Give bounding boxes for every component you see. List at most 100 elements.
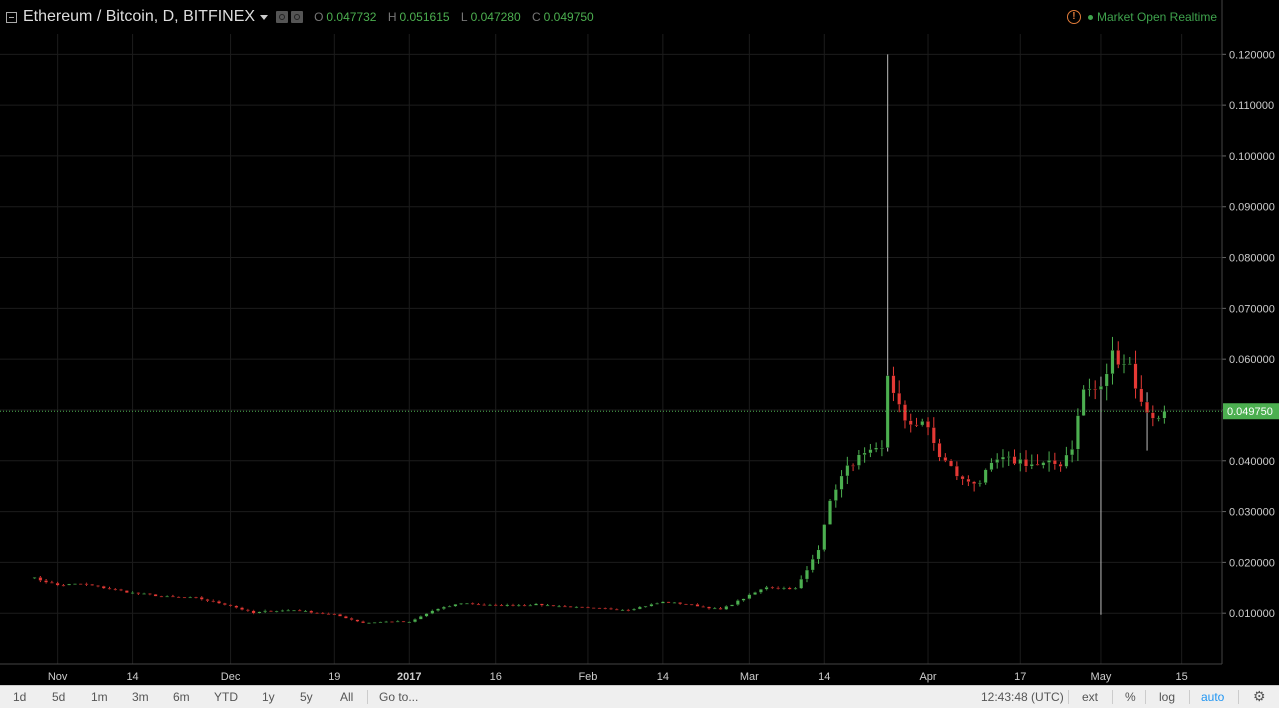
x-tick-label: 15 <box>1176 671 1188 683</box>
candle-body <box>1047 459 1051 463</box>
candle <box>557 605 562 608</box>
x-tick-label: 17 <box>1014 671 1026 683</box>
candle <box>1122 354 1126 374</box>
candle <box>822 524 827 552</box>
candle-body <box>712 607 717 610</box>
candle <box>55 581 60 587</box>
candle <box>1104 363 1109 401</box>
candle <box>862 447 867 463</box>
candle <box>1127 357 1132 365</box>
candle-body <box>274 610 279 613</box>
candle-body <box>695 604 700 607</box>
candle <box>776 586 781 590</box>
candle <box>361 620 366 624</box>
candle-body <box>222 603 227 605</box>
range-1m[interactable]: 1m <box>91 690 108 704</box>
candle <box>1035 454 1040 466</box>
symbol-title[interactable]: Ethereum / Bitcoin, D, BITFINEX <box>23 8 256 25</box>
candle-body <box>326 613 331 615</box>
candle <box>735 599 740 606</box>
collapse-icon[interactable] <box>6 11 17 23</box>
range-ytd[interactable]: YTD <box>214 690 238 704</box>
option-percent[interactable]: % <box>1125 690 1136 704</box>
x-tick-label: Nov <box>48 671 68 683</box>
x-tick-label: Mar <box>740 671 759 683</box>
candle-body <box>770 587 775 589</box>
y-tick-label: 0.030000 <box>1229 507 1275 519</box>
candle-body <box>597 607 602 609</box>
candle-body <box>188 596 193 599</box>
candle <box>1133 350 1138 399</box>
candle <box>407 621 412 624</box>
candle-body <box>315 612 319 614</box>
candle <box>90 584 95 586</box>
candle-body <box>563 606 567 608</box>
candle-body <box>943 457 948 461</box>
candle <box>1029 454 1034 470</box>
range-5d[interactable]: 5d <box>52 690 66 704</box>
settings-gear-icon[interactable]: ⚙ <box>1253 688 1266 704</box>
candle-body <box>493 604 498 606</box>
candle <box>516 604 521 607</box>
eye-icon[interactable] <box>276 11 289 23</box>
y-tick-label: 0.100000 <box>1229 151 1275 163</box>
candle-body <box>1110 350 1115 375</box>
chevron-down-icon[interactable] <box>260 14 269 20</box>
candle <box>937 438 942 462</box>
candle <box>1076 408 1080 461</box>
candle <box>32 577 37 580</box>
candle-body <box>459 603 464 605</box>
candle <box>1087 378 1092 397</box>
candle <box>130 591 135 595</box>
candle-body <box>228 604 233 607</box>
y-tick-label: 0.010000 <box>1229 608 1275 620</box>
gear-icon[interactable] <box>291 11 304 23</box>
candle <box>1150 405 1155 427</box>
candle <box>1099 376 1103 615</box>
clock-time[interactable]: 12:43:48 (UTC) <box>981 690 1064 704</box>
candle <box>320 612 325 615</box>
candle-body <box>551 605 556 607</box>
option-ext[interactable]: ext <box>1082 690 1099 704</box>
market-status-label: Market Open Realtime <box>1096 10 1217 24</box>
candle-body <box>862 452 867 455</box>
candle-body <box>776 587 781 589</box>
candle-body <box>234 605 239 608</box>
candle <box>782 586 786 590</box>
option-log[interactable]: log <box>1159 690 1176 704</box>
candle <box>113 588 118 591</box>
warning-icon[interactable]: ! <box>1066 10 1081 24</box>
range-1y[interactable]: 1y <box>262 690 275 704</box>
candle-body <box>1093 388 1098 390</box>
candle-body <box>424 613 429 617</box>
range-1d[interactable]: 1d <box>13 690 27 704</box>
candle-body <box>868 449 873 454</box>
candle <box>568 606 573 608</box>
candle <box>1093 380 1098 400</box>
candle <box>730 604 734 607</box>
candle <box>488 603 492 606</box>
goto-button[interactable]: Go to... <box>379 690 419 704</box>
candle-body <box>603 607 608 610</box>
candle-body <box>107 588 112 590</box>
candle-body <box>1099 385 1103 390</box>
range-3m[interactable]: 3m <box>132 690 149 704</box>
candle-body <box>355 619 360 622</box>
candle-body <box>292 610 296 612</box>
price-chart[interactable]: 0.0100000.0200000.0300000.0400000.050000… <box>0 0 1279 685</box>
candle-body <box>465 603 469 605</box>
candle-body <box>286 610 291 612</box>
candle-body <box>1116 350 1121 365</box>
option-auto[interactable]: auto <box>1201 690 1225 704</box>
candle-body <box>707 606 711 609</box>
candle <box>1070 440 1075 463</box>
candle <box>199 596 204 601</box>
candle-body <box>655 603 659 605</box>
range-6m[interactable]: 6m <box>173 690 190 704</box>
candle <box>972 480 977 492</box>
candle <box>1139 375 1144 407</box>
range-5y[interactable]: 5y <box>300 690 313 704</box>
candle <box>367 622 371 624</box>
range-all[interactable]: All <box>340 690 354 704</box>
candle <box>147 593 152 596</box>
